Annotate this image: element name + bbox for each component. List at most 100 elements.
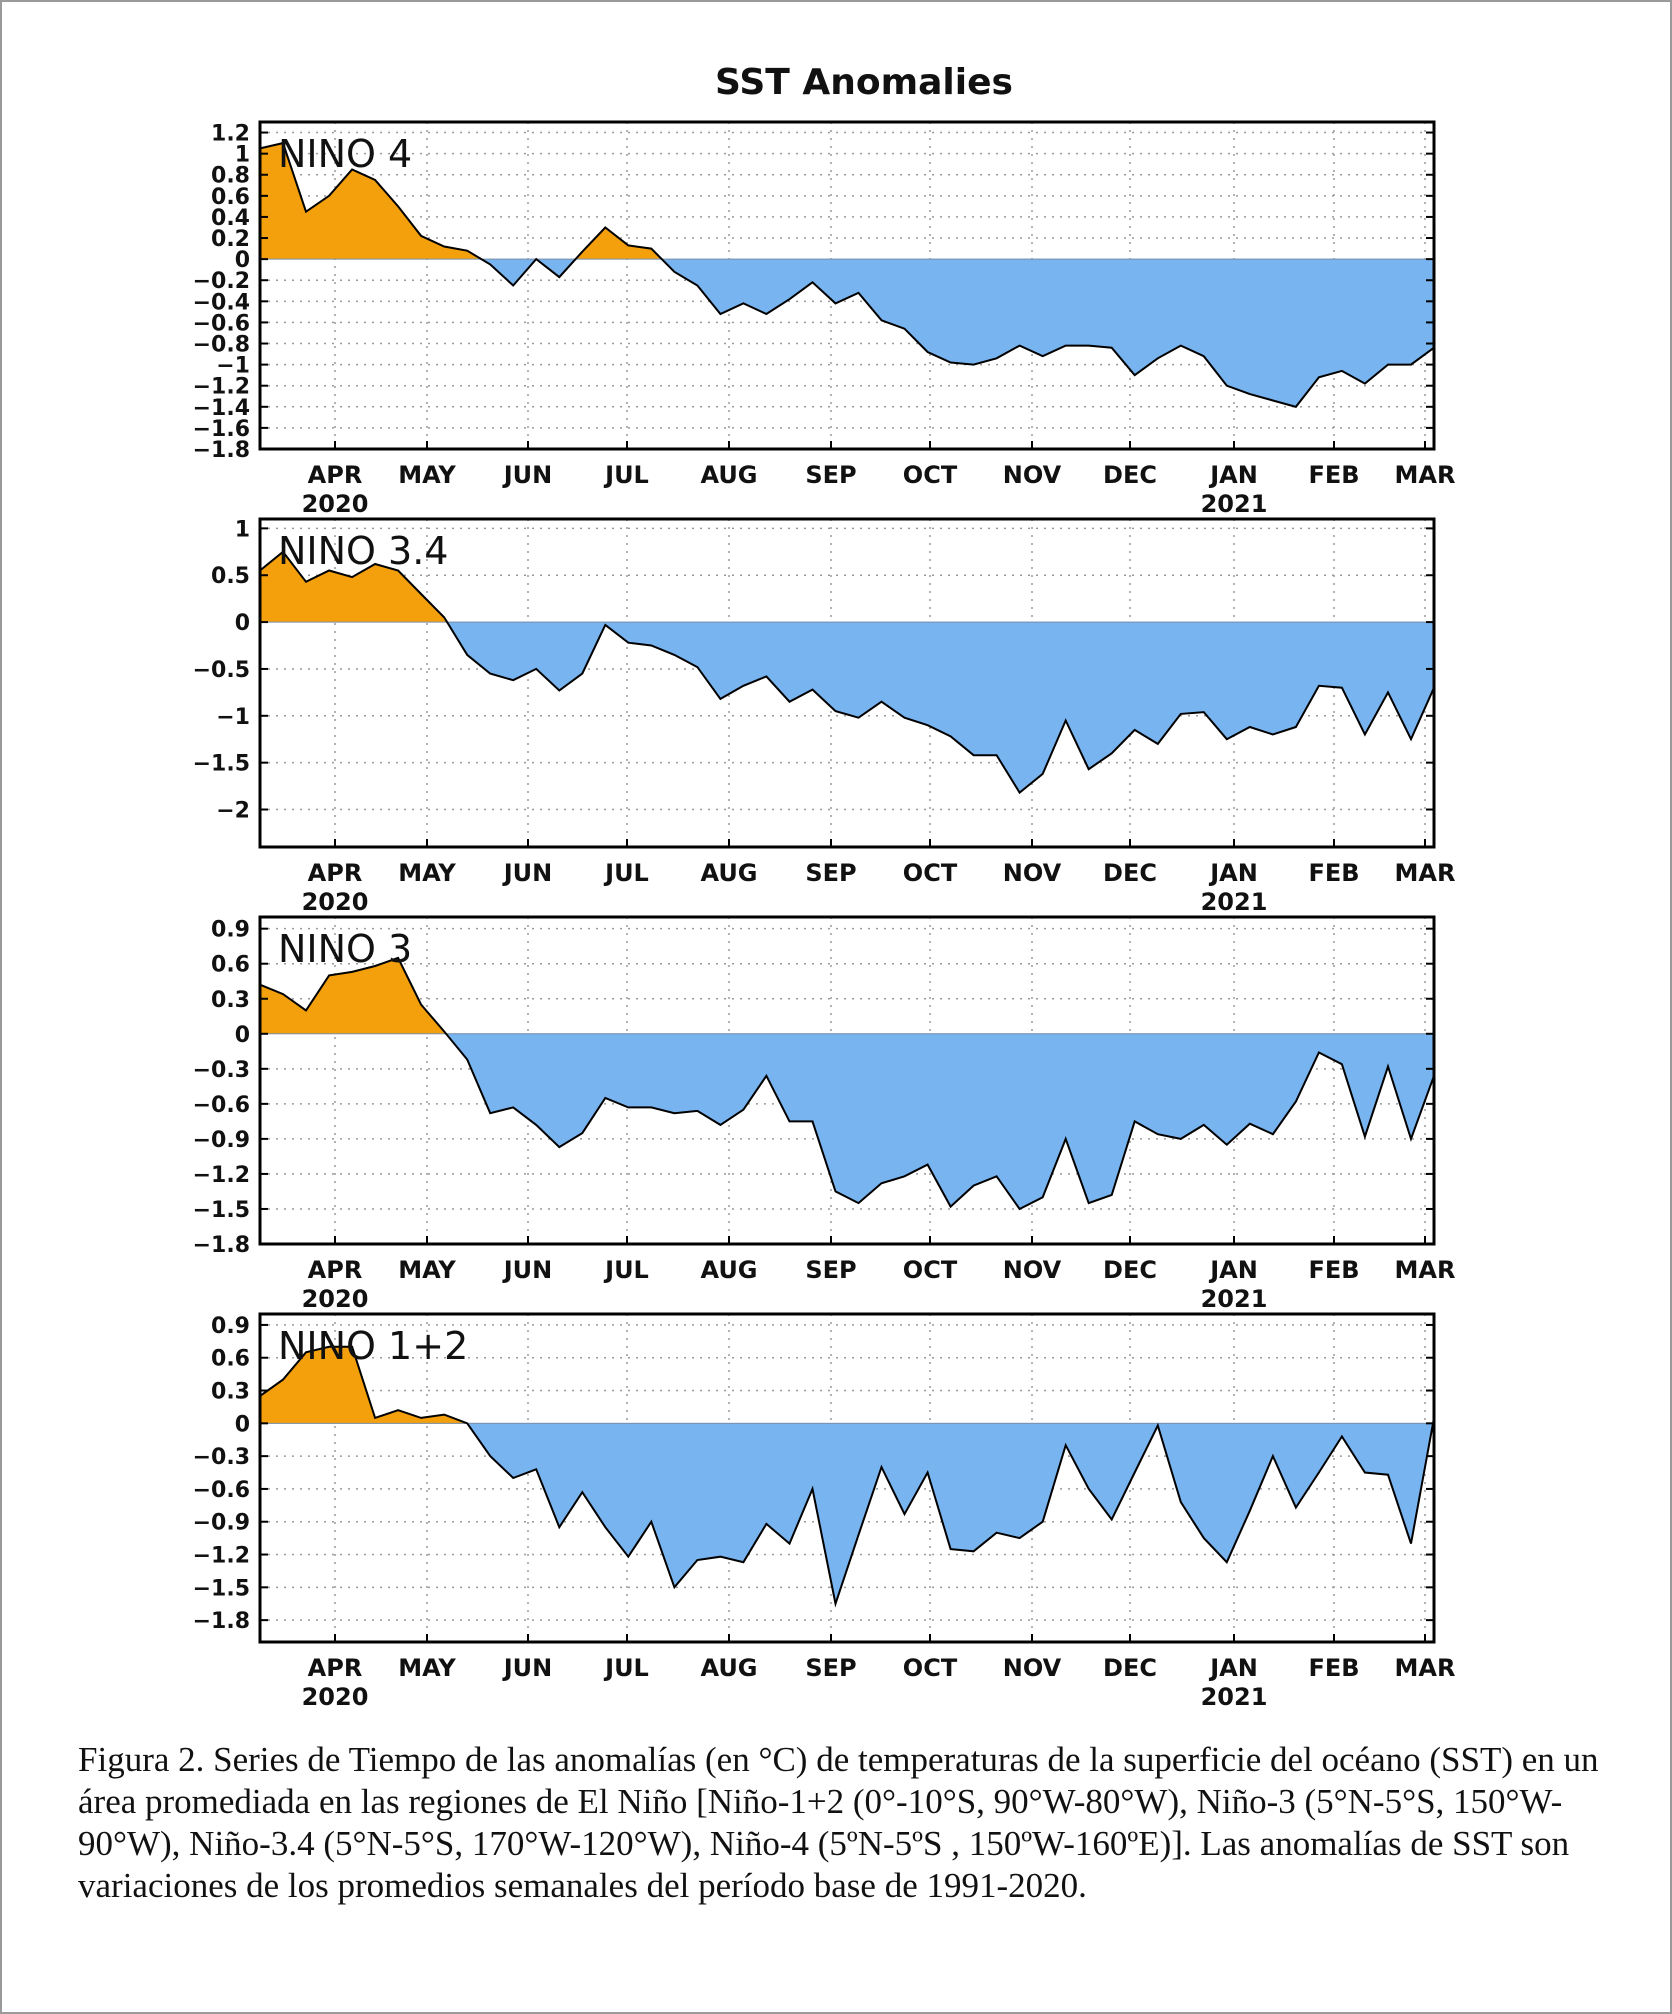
negative-anomaly-area [466,1422,1434,1604]
y-tick-label: 0 [235,1023,250,1048]
y-tick-label: 0.6 [211,953,250,978]
y-tick-label: −1 [216,705,250,730]
x-tick-label: DEC [1103,859,1157,887]
anomaly-series-line [259,141,1435,408]
y-tick-label: −1.5 [193,1576,250,1601]
y-tick-label: 1.2 [211,122,250,147]
y-tick-label: 0 [235,248,250,273]
x-tick-label: AUG [700,1256,757,1284]
x-tick-label: SEP [805,1654,856,1682]
year-label: 2021 [1201,1285,1268,1313]
y-tick-label: −0.2 [193,269,250,294]
sst-anomalies-figure: SST Anomalies −1.8−1.6−1.4−1.2−1−0.8−0.6… [193,62,1456,1711]
x-tick-label: MAY [398,461,456,489]
x-tick-label: FEB [1308,859,1359,887]
x-tick-label: SEP [805,1256,856,1284]
x-tick-label: JUL [603,461,649,489]
x-tick-label: DEC [1103,1256,1157,1284]
x-tick-label: OCT [903,859,958,887]
y-tick-label: 1 [235,143,250,168]
x-tick-label: JAN [1208,1256,1258,1284]
plot-frame [258,915,1436,1246]
y-tick-label: −2 [216,799,250,824]
x-tick-label: OCT [903,1256,958,1284]
chart-panel: −1.8−1.6−1.4−1.2−1−0.8−0.6−0.4−0.200.20.… [193,120,1456,518]
year-label: 2020 [302,1285,369,1313]
plot-frame [258,517,1436,849]
x-tick-label: FEB [1308,1654,1359,1682]
x-tick-label: APR [308,1654,363,1682]
anomaly-series-line [259,1345,1435,1608]
x-tick-label: APR [308,461,363,489]
y-tick-label: −0.3 [193,1445,250,1470]
y-tick-label: −1.6 [193,417,250,442]
anomaly-series-line [259,956,1435,1211]
y-tick-label: −0.5 [193,658,250,683]
x-tick-label: MAR [1395,859,1456,887]
x-tick-label: APR [308,859,363,887]
chart-panel: −1.8 −1.5 −1.2 −0.9 −0.6 −0.3 0 0.3 0.6 0.9 APR MAY… [193,915,1456,1313]
region-label: NINO 1+2 [278,1324,468,1368]
y-tick-label: 0.5 [211,564,250,589]
x-tick-label: NOV [1003,859,1062,887]
x-tick-label: AUG [700,1654,757,1682]
x-tick-label: AUG [700,461,757,489]
region-label: NINO 3 [278,927,412,971]
x-tick-label: APR [308,1256,363,1284]
y-tick-label: −1.4 [193,396,250,421]
negative-anomaly-area [479,258,1435,408]
y-tick-label: 0.6 [211,185,250,210]
y-tick-label: −1.8 [193,438,250,463]
y-tick-label: −1.8 [193,1609,250,1634]
x-tick-label: MAR [1395,1654,1456,1682]
x-tick-label: AUG [700,859,757,887]
x-tick-label: NOV [1003,1256,1062,1284]
plot-frame [258,1312,1436,1644]
year-label: 2020 [302,1683,369,1711]
y-tick-label: −1 [216,354,250,379]
x-tick-label: NOV [1003,1654,1062,1682]
y-tick-label: −0.6 [193,1093,250,1118]
plot-frame [258,120,1436,451]
x-tick-label: FEB [1308,461,1359,489]
y-tick-label: 0.3 [211,1380,250,1405]
year-label: 2020 [302,888,369,916]
y-tick-label: −0.9 [193,1128,250,1153]
x-tick-label: DEC [1103,461,1157,489]
x-tick-label: JUN [502,859,553,887]
y-tick-label: −0.6 [193,1478,250,1503]
region-label: NINO 3.4 [278,529,448,573]
x-tick-label: SEP [805,859,856,887]
x-tick-label: MAR [1395,1256,1456,1284]
chart-panel: −2 −1.5 −1 −0.5 0 0.5 1 APR MAY JUN JUL AUG SEP OCT NO… [193,517,1456,916]
x-tick-label: SEP [805,461,856,489]
x-tick-label: JAN [1208,1654,1258,1682]
x-tick-label: JUL [603,1256,649,1284]
x-tick-label: JAN [1208,461,1258,489]
x-tick-label: OCT [903,1654,958,1682]
y-tick-label: −1.8 [193,1233,250,1258]
anomaly-series-line [259,550,1435,795]
y-tick-label: 0.8 [211,164,250,189]
y-tick-label: −0.6 [193,311,250,336]
y-tick-label: −0.3 [193,1058,250,1083]
y-tick-label: −1.2 [193,375,250,400]
y-tick-label: 0.2 [211,227,250,252]
x-tick-label: MAY [398,1654,456,1682]
y-tick-label: 0.6 [211,1347,250,1372]
year-label: 2021 [1201,888,1268,916]
x-tick-label: DEC [1103,1654,1157,1682]
x-tick-label: FEB [1308,1256,1359,1284]
y-tick-label: −1.2 [193,1163,250,1188]
y-tick-label: −0.9 [193,1511,250,1536]
y-tick-label: −0.4 [193,290,250,315]
y-tick-label: 0.9 [211,918,250,943]
y-tick-label: −1.2 [193,1544,250,1569]
x-tick-label: OCT [903,461,958,489]
figure-title: SST Anomalies [715,62,1013,103]
y-tick-label: 0.3 [211,988,250,1013]
y-tick-label: 0 [235,611,250,636]
x-tick-label: MAR [1395,461,1456,489]
figure-caption: Figura 2. Series de Tiempo de las anomal… [78,1740,1599,1905]
